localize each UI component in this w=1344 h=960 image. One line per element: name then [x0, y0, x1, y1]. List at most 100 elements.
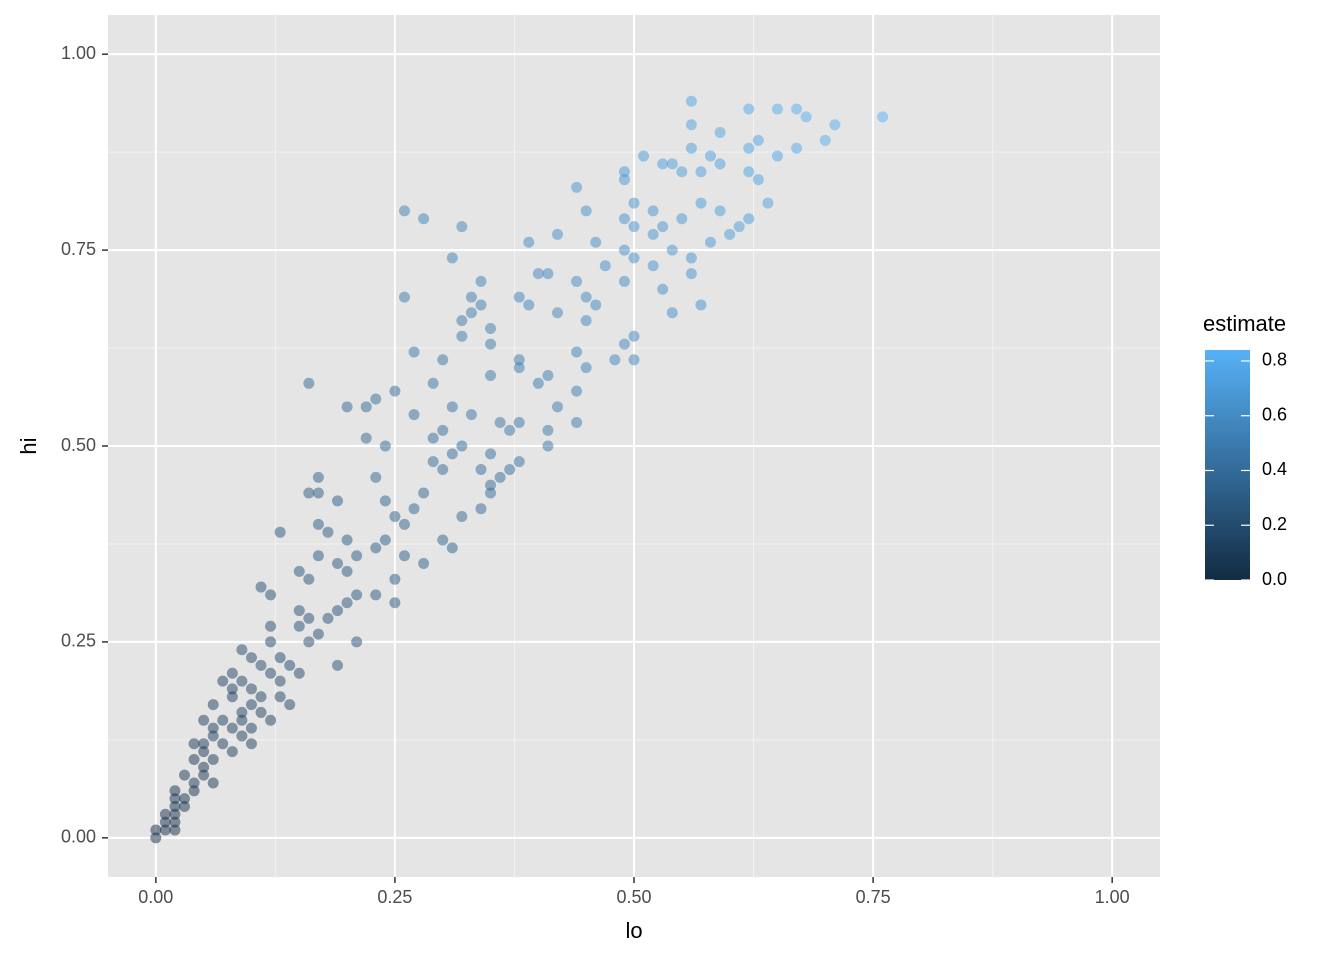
point — [714, 158, 726, 170]
point — [226, 722, 238, 734]
point — [465, 307, 477, 319]
point — [485, 338, 497, 350]
point — [312, 550, 324, 562]
point — [724, 228, 736, 240]
x-axis-title: lo — [625, 918, 642, 943]
point — [198, 769, 210, 781]
point — [389, 511, 401, 523]
point — [179, 800, 191, 812]
point — [360, 401, 372, 413]
point — [217, 738, 229, 750]
point — [666, 158, 678, 170]
point — [245, 652, 257, 664]
point — [341, 565, 353, 577]
point — [418, 487, 430, 499]
point — [628, 252, 640, 264]
point — [418, 213, 430, 225]
point — [685, 95, 697, 107]
point — [800, 111, 812, 123]
point — [418, 558, 430, 570]
point — [743, 166, 755, 178]
point — [638, 150, 650, 162]
point — [370, 471, 382, 483]
point — [752, 174, 764, 186]
point — [609, 354, 621, 366]
y-tick-label: 1.00 — [61, 43, 96, 63]
point — [207, 777, 219, 789]
point — [571, 181, 583, 193]
point — [226, 667, 238, 679]
point — [408, 503, 420, 515]
points — [150, 95, 889, 844]
x-tick-label: 0.00 — [138, 887, 173, 907]
point — [685, 252, 697, 264]
point — [551, 307, 563, 319]
point — [791, 142, 803, 154]
point — [236, 706, 248, 718]
point — [647, 260, 659, 272]
point — [322, 526, 334, 538]
point — [389, 597, 401, 609]
legend-label: 0.6 — [1262, 404, 1287, 424]
point — [657, 221, 669, 233]
point — [341, 597, 353, 609]
point — [293, 605, 305, 617]
point — [398, 518, 410, 530]
point — [695, 299, 707, 311]
point — [446, 542, 458, 554]
point — [580, 205, 592, 217]
x-tick-label: 1.00 — [1095, 887, 1130, 907]
legend-title: estimate — [1203, 311, 1286, 336]
point — [198, 714, 210, 726]
point — [752, 134, 764, 146]
point — [714, 205, 726, 217]
point — [618, 174, 630, 186]
point — [351, 550, 363, 562]
point — [398, 205, 410, 217]
point — [523, 236, 535, 248]
point — [265, 589, 277, 601]
legend-label: 0.4 — [1262, 459, 1287, 479]
point — [580, 315, 592, 327]
point — [398, 550, 410, 562]
point — [341, 401, 353, 413]
point — [791, 103, 803, 115]
point — [408, 346, 420, 358]
point — [303, 612, 315, 624]
axes: 0.00 0.25 0.50 0.75 1.00 0.00 0.25 0.50 0.75 1.00 — [61, 43, 1130, 907]
point — [198, 738, 210, 750]
point — [427, 432, 439, 444]
point — [169, 793, 181, 805]
point — [293, 565, 305, 577]
point — [169, 785, 181, 797]
point — [475, 299, 487, 311]
point — [485, 369, 497, 381]
point — [743, 142, 755, 154]
point — [437, 354, 449, 366]
point — [312, 487, 324, 499]
point — [274, 691, 286, 703]
point — [494, 471, 506, 483]
point — [207, 730, 219, 742]
point — [169, 800, 181, 812]
point — [312, 628, 324, 640]
point — [571, 346, 583, 358]
point — [743, 103, 755, 115]
point — [618, 338, 630, 350]
point — [370, 542, 382, 554]
point — [245, 738, 257, 750]
y-tick-label: 0.50 — [61, 435, 96, 455]
point — [274, 526, 286, 538]
point — [379, 534, 391, 546]
point — [580, 362, 592, 374]
point — [332, 495, 344, 507]
point — [551, 228, 563, 240]
point — [819, 134, 831, 146]
point — [198, 761, 210, 773]
point — [628, 354, 640, 366]
point — [504, 464, 516, 476]
legend: 0.0 0.2 0.4 0.6 0.8 — [1205, 350, 1287, 589]
point — [303, 636, 315, 648]
point — [207, 753, 219, 765]
point — [437, 534, 449, 546]
